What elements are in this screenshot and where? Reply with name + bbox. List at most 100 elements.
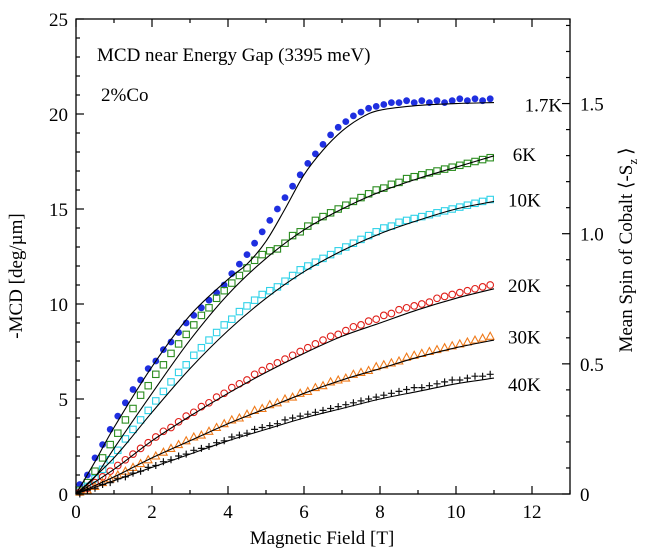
data-point-10K [213, 329, 219, 335]
chart-annotation-title: MCD near Energy Gap (3395 meV) [97, 45, 371, 66]
data-point-20K [464, 287, 471, 294]
data-point-1.7K [350, 113, 357, 120]
data-point-10K [244, 303, 250, 309]
data-point-1.7K [266, 217, 273, 224]
data-point-1.7K [236, 261, 243, 268]
data-point-6K [259, 251, 265, 257]
right-tick-label: 1.0 [580, 225, 604, 246]
data-point-10K [137, 417, 143, 423]
x-tick-label: 4 [223, 502, 233, 523]
data-point-40K [487, 371, 494, 378]
data-point-20K [487, 282, 494, 289]
data-point-6K [213, 295, 219, 301]
data-point-20K [472, 286, 479, 293]
data-point-1.7K [282, 194, 289, 201]
data-point-30K [486, 332, 494, 339]
data-point-1.7K [274, 206, 281, 213]
fit-curve-1.7K [76, 103, 494, 494]
data-point-6K [145, 383, 151, 389]
data-point-20K [365, 318, 372, 325]
y-tick-label: 5 [59, 390, 69, 411]
data-point-40K [396, 388, 403, 395]
right-tick-label: 0 [580, 485, 590, 506]
x-axis-title: Magnetic Field [T] [250, 528, 395, 549]
data-point-10K [229, 316, 235, 322]
right-axis-title-sub: z [625, 159, 640, 165]
data-point-10K [175, 369, 181, 375]
series-label-30K: 30K [508, 327, 541, 348]
data-point-20K [411, 303, 418, 310]
data-point-6K [153, 371, 159, 377]
x-tick-label: 12 [523, 502, 542, 523]
data-point-30K [471, 336, 479, 343]
data-point-10K [153, 398, 159, 404]
right-axis-title: Mean Spin of Cobalt ⟨-Sz ⟩ [616, 147, 640, 352]
data-point-20K [403, 305, 410, 312]
data-point-1.7K [487, 95, 494, 102]
data-point-40K [411, 384, 418, 391]
data-point-1.7K [441, 99, 448, 106]
data-point-6K [115, 430, 121, 436]
data-point-40K [449, 377, 456, 384]
data-point-6K [130, 405, 136, 411]
data-point-20K [312, 341, 319, 348]
data-point-10K [251, 297, 257, 303]
data-point-20K [373, 316, 380, 323]
data-point-1.7K [251, 240, 258, 247]
data-point-30K [479, 334, 487, 341]
right-tick-label: 1.5 [580, 95, 604, 116]
data-point-20K [320, 337, 327, 344]
y-tick-label: 15 [49, 200, 68, 221]
right-axis-title-close: ⟩ [616, 147, 637, 154]
x-tick-label: 8 [375, 502, 385, 523]
data-point-1.7K [403, 97, 410, 104]
data-point-1.7K [373, 103, 380, 110]
data-point-6K [206, 305, 212, 311]
data-point-10K [122, 436, 128, 442]
data-point-10K [206, 337, 212, 343]
series-label-6K: 6K [513, 145, 537, 166]
data-point-1.7K [456, 95, 463, 102]
data-point-20K [350, 324, 357, 331]
data-point-40K [464, 375, 471, 382]
data-point-10K [381, 225, 387, 231]
data-point-1.7K [342, 118, 349, 125]
data-point-10K [396, 219, 402, 225]
chart-annotation-sample: 2%Co [101, 85, 149, 106]
data-point-20K [396, 306, 403, 313]
data-point-6K [175, 341, 181, 347]
data-point-6K [137, 392, 143, 398]
data-point-40K [441, 378, 448, 385]
plot-frame [76, 19, 570, 494]
data-point-6K [221, 288, 227, 294]
data-point-1.7K [380, 101, 387, 108]
fit-curves-layer [76, 103, 494, 494]
data-point-10K [282, 278, 288, 284]
data-point-1.7K [244, 251, 251, 258]
data-point-6K [403, 175, 409, 181]
data-point-10K [160, 388, 166, 394]
data-point-6K [122, 417, 128, 423]
data-point-1.7K [434, 97, 441, 104]
data-point-20K [449, 291, 456, 298]
data-point-10K [168, 379, 174, 385]
data-point-1.7K [411, 99, 418, 106]
data-point-20K [479, 284, 486, 291]
data-point-1.7K [365, 105, 372, 112]
right-axis-title-main: Mean Spin of Cobalt ⟨-S [616, 165, 637, 353]
data-point-10K [259, 291, 265, 297]
x-tick-label: 6 [299, 502, 309, 523]
data-point-1.7K [388, 99, 395, 106]
data-point-10K [403, 217, 409, 223]
data-point-1.7K [472, 95, 479, 102]
data-point-6K [168, 350, 174, 356]
data-marks-layer [76, 95, 494, 497]
data-point-10K [145, 407, 151, 413]
y-tick-label: 0 [59, 485, 69, 506]
fit-curve-6K [76, 156, 494, 494]
data-point-1.7K [335, 124, 342, 131]
series-label-10K: 10K [508, 191, 541, 212]
data-point-10K [236, 308, 242, 314]
data-point-20K [388, 310, 395, 317]
